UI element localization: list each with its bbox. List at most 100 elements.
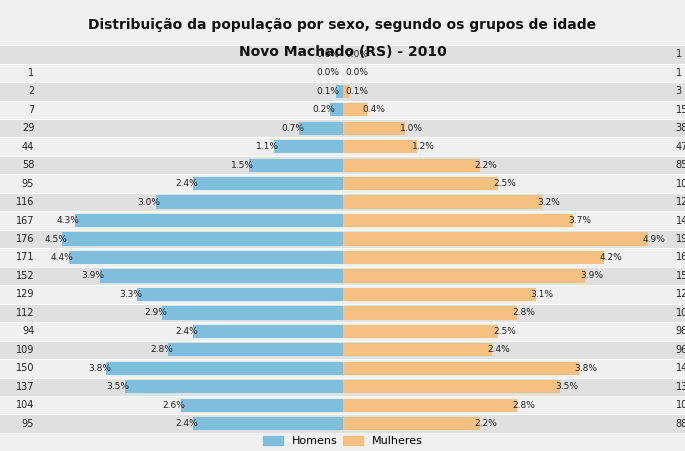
Bar [342,232,647,246]
Bar [168,343,342,356]
Text: 98: 98 [675,327,685,336]
Text: 15: 15 [675,105,685,115]
Bar [330,103,342,116]
Text: 3.5%: 3.5% [107,382,129,391]
Text: 2: 2 [28,86,34,96]
Text: 3.2%: 3.2% [537,198,560,207]
Bar [342,140,417,153]
Bar [0,101,685,119]
Bar [0,212,685,230]
Bar [0,82,685,101]
Bar [0,341,685,359]
Text: 2.2%: 2.2% [475,161,497,170]
Bar [342,251,604,264]
Bar [0,138,685,156]
Bar [342,85,349,98]
Text: 95: 95 [22,179,34,189]
Bar [62,232,342,246]
Bar [0,396,685,414]
Text: 108: 108 [675,308,685,318]
Text: 29: 29 [22,123,34,133]
Text: 2.6%: 2.6% [163,401,186,410]
Bar [193,177,342,190]
Text: 2.9%: 2.9% [144,308,167,318]
Bar [342,306,517,320]
Text: 137: 137 [16,382,34,392]
Text: 124: 124 [675,197,685,207]
Text: 4.4%: 4.4% [51,253,73,262]
Text: 4.9%: 4.9% [643,235,666,244]
Text: 4.5%: 4.5% [45,235,67,244]
Bar [193,417,342,430]
Text: 109: 109 [16,345,34,355]
Bar [274,140,342,153]
Text: 88: 88 [675,419,685,429]
Text: 1.5%: 1.5% [231,161,254,170]
Text: 166: 166 [675,253,685,262]
Text: 3: 3 [675,86,682,96]
Bar [342,122,405,135]
Text: 0.0%: 0.0% [346,68,369,77]
Bar [0,119,685,138]
Text: 116: 116 [16,197,34,207]
Text: 3.1%: 3.1% [531,290,553,299]
Text: 149: 149 [675,364,685,373]
Text: 0.1%: 0.1% [316,87,339,96]
Bar [0,156,685,175]
Bar [125,380,342,393]
Bar [193,325,342,338]
Text: Distribuição da população por sexo, segundo os grupos de idade: Distribuição da população por sexo, segu… [88,18,597,32]
Text: 2.8%: 2.8% [150,345,173,354]
Text: 0.0%: 0.0% [316,50,339,59]
Bar [342,214,573,227]
Text: 2.5%: 2.5% [493,179,516,188]
Bar [0,64,685,82]
Text: 0.1%: 0.1% [346,87,369,96]
Bar [162,306,342,320]
Text: 3.9%: 3.9% [82,272,105,281]
Bar [249,158,342,172]
Text: 1: 1 [675,68,682,78]
Bar [342,177,498,190]
Text: 0.2%: 0.2% [312,105,335,114]
Text: 44: 44 [22,142,34,152]
Text: 2.4%: 2.4% [175,327,198,336]
Text: 147: 147 [675,216,685,226]
Text: 96: 96 [675,345,685,355]
Bar [342,195,542,209]
Bar [0,322,685,341]
Text: 38: 38 [675,123,685,133]
Text: 112: 112 [16,308,34,318]
Text: 85: 85 [675,160,685,170]
Text: 2.4%: 2.4% [487,345,510,354]
Bar [75,214,343,227]
Bar [0,414,685,433]
Text: 3.5%: 3.5% [556,382,578,391]
Text: 171: 171 [16,253,34,262]
Bar [181,399,342,412]
Text: 0.4%: 0.4% [362,105,385,114]
Text: 152: 152 [16,271,34,281]
Text: 3.3%: 3.3% [119,290,142,299]
Text: 108: 108 [675,400,685,410]
Text: 176: 176 [16,234,34,244]
Text: 167: 167 [16,216,34,226]
Bar [155,195,342,209]
Text: 47: 47 [675,142,685,152]
Text: 4.2%: 4.2% [599,253,622,262]
Text: 122: 122 [675,290,685,299]
Bar [342,417,480,430]
Text: 1.1%: 1.1% [256,142,279,151]
Bar [99,269,342,283]
Bar [342,325,498,338]
Text: 1.0%: 1.0% [400,124,423,133]
Bar [342,380,560,393]
Text: 58: 58 [22,160,34,170]
Text: 2.2%: 2.2% [475,419,497,428]
Text: 3.7%: 3.7% [568,216,591,225]
Text: 2.4%: 2.4% [175,179,198,188]
Text: 1.2%: 1.2% [412,142,435,151]
Legend: Homens, Mulheres: Homens, Mulheres [258,431,427,451]
Bar [0,359,685,377]
Text: 7: 7 [28,105,34,115]
